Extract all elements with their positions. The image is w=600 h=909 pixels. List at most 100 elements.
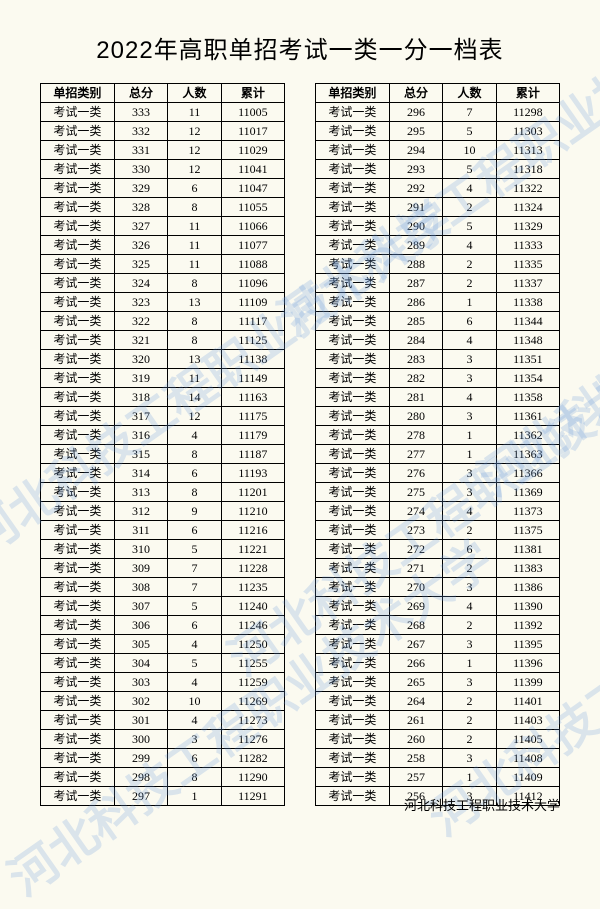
table-row: 考试一类289411333 [316, 236, 560, 255]
cell-count: 4 [443, 597, 497, 616]
cell-category: 考试一类 [41, 654, 115, 673]
cell-score: 333 [114, 103, 168, 122]
cell-category: 考试一类 [316, 312, 390, 331]
cell-cumulative: 11303 [496, 122, 559, 141]
table-row: 考试一类286111338 [316, 293, 560, 312]
cell-cumulative: 11354 [496, 369, 559, 388]
table-row: 考试一类3021011269 [41, 692, 285, 711]
cell-cumulative: 11047 [221, 179, 284, 198]
cell-cumulative: 11383 [496, 559, 559, 578]
cell-category: 考试一类 [41, 217, 115, 236]
cell-score: 302 [114, 692, 168, 711]
cell-count: 3 [443, 483, 497, 502]
cell-score: 296 [389, 103, 443, 122]
cell-category: 考试一类 [316, 426, 390, 445]
table-row: 考试一类268211392 [316, 616, 560, 635]
cell-cumulative: 11291 [221, 787, 284, 806]
table-row: 考试一类291211324 [316, 198, 560, 217]
cell-score: 282 [389, 369, 443, 388]
table-row: 考试一类270311386 [316, 578, 560, 597]
cell-category: 考试一类 [41, 198, 115, 217]
cell-cumulative: 11096 [221, 274, 284, 293]
cell-score: 318 [114, 388, 168, 407]
right-table: 单招类别 总分 人数 累计 考试一类296711298考试一类295511303… [315, 83, 560, 806]
cell-category: 考试一类 [316, 141, 390, 160]
table-row: 考试一类309711228 [41, 559, 285, 578]
cell-count: 11 [168, 255, 222, 274]
cell-category: 考试一类 [41, 692, 115, 711]
cell-score: 317 [114, 407, 168, 426]
cell-score: 276 [389, 464, 443, 483]
cell-score: 301 [114, 711, 168, 730]
cell-category: 考试一类 [316, 388, 390, 407]
cell-cumulative: 11405 [496, 730, 559, 749]
cell-cumulative: 11409 [496, 768, 559, 787]
cell-count: 2 [443, 198, 497, 217]
cell-cumulative: 11361 [496, 407, 559, 426]
table-row: 考试一类324811096 [41, 274, 285, 293]
cell-cumulative: 11313 [496, 141, 559, 160]
cell-category: 考试一类 [316, 369, 390, 388]
cell-score: 326 [114, 236, 168, 255]
table-row: 考试一类295511303 [316, 122, 560, 141]
cell-count: 4 [168, 673, 222, 692]
table-row: 考试一类288211335 [316, 255, 560, 274]
cell-score: 274 [389, 502, 443, 521]
cell-cumulative: 11255 [221, 654, 284, 673]
cell-count: 3 [168, 730, 222, 749]
cell-category: 考试一类 [316, 654, 390, 673]
cell-category: 考试一类 [41, 426, 115, 445]
cell-cumulative: 11138 [221, 350, 284, 369]
cell-count: 5 [168, 540, 222, 559]
cell-cumulative: 11337 [496, 274, 559, 293]
cell-score: 310 [114, 540, 168, 559]
left-table-body: 考试一类3331111005考试一类3321211017考试一类33112110… [41, 103, 285, 806]
cell-count: 11 [168, 236, 222, 255]
cell-cumulative: 11163 [221, 388, 284, 407]
cell-count: 8 [168, 312, 222, 331]
cell-count: 7 [168, 578, 222, 597]
table-row: 考试一类258311408 [316, 749, 560, 768]
cell-category: 考试一类 [316, 730, 390, 749]
table-row: 考试一类3331111005 [41, 103, 285, 122]
cell-count: 1 [443, 654, 497, 673]
cell-cumulative: 11399 [496, 673, 559, 692]
cell-score: 311 [114, 521, 168, 540]
cell-score: 264 [389, 692, 443, 711]
cell-category: 考试一类 [316, 635, 390, 654]
table-row: 考试一类265311399 [316, 673, 560, 692]
table-row: 考试一类3251111088 [41, 255, 285, 274]
cell-count: 6 [168, 749, 222, 768]
cell-cumulative: 11066 [221, 217, 284, 236]
cell-cumulative: 11259 [221, 673, 284, 692]
cell-count: 5 [443, 217, 497, 236]
cell-score: 308 [114, 578, 168, 597]
table-row: 考试一类296711298 [316, 103, 560, 122]
cell-cumulative: 11358 [496, 388, 559, 407]
cell-score: 321 [114, 331, 168, 350]
cell-cumulative: 11017 [221, 122, 284, 141]
cell-score: 257 [389, 768, 443, 787]
cell-score: 322 [114, 312, 168, 331]
cell-score: 299 [114, 749, 168, 768]
cell-cumulative: 11149 [221, 369, 284, 388]
table-row: 考试一类310511221 [41, 540, 285, 559]
cell-cumulative: 11240 [221, 597, 284, 616]
cell-category: 考试一类 [316, 768, 390, 787]
cell-cumulative: 11125 [221, 331, 284, 350]
cell-cumulative: 11088 [221, 255, 284, 274]
header-row: 单招类别 总分 人数 累计 [41, 84, 285, 103]
cell-score: 315 [114, 445, 168, 464]
cell-score: 291 [389, 198, 443, 217]
table-row: 考试一类269411390 [316, 597, 560, 616]
cell-score: 320 [114, 350, 168, 369]
cell-score: 283 [389, 350, 443, 369]
table-row: 考试一类3191111149 [41, 369, 285, 388]
cell-count: 8 [168, 768, 222, 787]
cell-count: 4 [443, 331, 497, 350]
table-row: 考试一类278111362 [316, 426, 560, 445]
cell-count: 2 [443, 616, 497, 635]
table-row: 考试一类274411373 [316, 502, 560, 521]
cell-count: 8 [168, 274, 222, 293]
cell-cumulative: 11029 [221, 141, 284, 160]
